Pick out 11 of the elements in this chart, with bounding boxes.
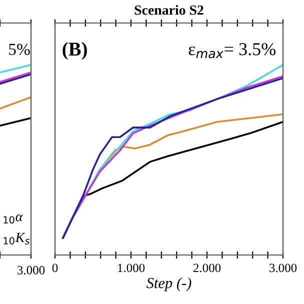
x-tick-label: 3.000 bbox=[270, 264, 297, 272]
annotation: $_{10}$K$_{s}$ bbox=[4, 232, 30, 244]
text: (B) bbox=[62, 42, 87, 60]
text: 5% bbox=[9, 44, 30, 56]
text: ε$_{max}$= 3.5% bbox=[188, 43, 276, 58]
chart-title: Scenario S2 bbox=[134, 5, 204, 15]
x-tick-label: 2.000 bbox=[193, 264, 221, 272]
x-tick-label: 1.000 bbox=[118, 264, 145, 272]
x-axis-title: Step (-) bbox=[146, 277, 192, 292]
x-tick-label: 0 bbox=[52, 264, 58, 272]
annotation: $_{10}$α bbox=[4, 214, 23, 224]
